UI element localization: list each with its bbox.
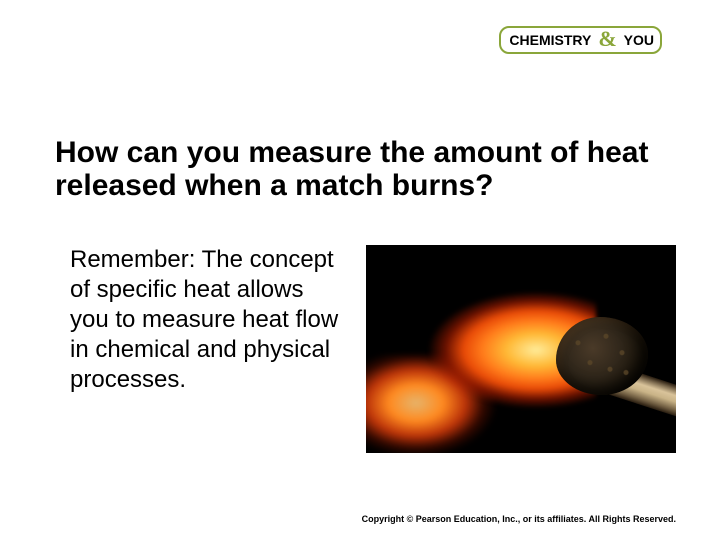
body-text: Remember: The concept of specific heat a… — [70, 245, 346, 395]
badge-chemistry-text: CHEMISTRY — [509, 33, 595, 47]
content-row: Remember: The concept of specific heat a… — [70, 245, 676, 453]
badge-ampersand: & — [595, 28, 619, 50]
copyright-notice: Copyright © Pearson Education, Inc., or … — [362, 514, 676, 524]
match-head — [556, 317, 648, 395]
slide-heading: How can you measure the amount of heat r… — [55, 136, 665, 202]
burning-match-image — [366, 245, 676, 453]
chemistry-and-you-badge: CHEMISTRY & YOU — [499, 26, 662, 54]
badge-you-text: YOU — [620, 33, 654, 47]
